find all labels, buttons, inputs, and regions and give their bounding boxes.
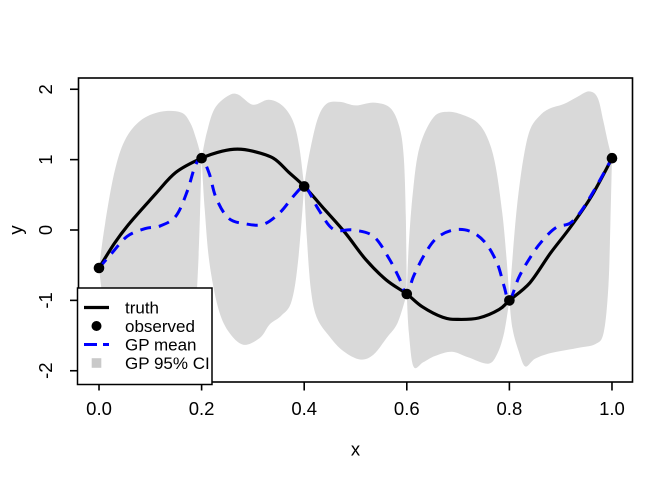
ci-band-blob xyxy=(406,111,510,369)
x-tick-label: 1.0 xyxy=(599,398,625,419)
y-tick-label: 1 xyxy=(35,154,56,164)
y-tick-label: -1 xyxy=(35,292,56,308)
observed-points xyxy=(93,152,618,306)
x-tick-label: 0.2 xyxy=(189,398,215,419)
legend-box xyxy=(76,287,213,386)
legend-item-label: GP mean xyxy=(125,336,197,355)
x-tick-label: 0.8 xyxy=(497,398,523,419)
observed-point xyxy=(504,295,515,306)
observed-point xyxy=(401,288,413,300)
legend-item-label: truth xyxy=(125,299,159,318)
observed-point xyxy=(298,181,310,192)
legend-item-label: observed xyxy=(125,317,195,336)
observed-point xyxy=(93,262,105,274)
y-tick-label: 2 xyxy=(35,84,56,94)
ci-band-blob xyxy=(201,93,305,345)
x-tick-label: 0.0 xyxy=(86,398,112,419)
axes: 0.0 0.2 0.4 0.6 0.8 1.0 -2 -1 0 1 2 x y xyxy=(5,77,634,460)
legend-item-label: GP 95% CI xyxy=(125,354,210,373)
observed-point xyxy=(606,152,618,164)
legend-square-sample xyxy=(91,358,102,368)
y-tick-label: 0 xyxy=(35,225,56,235)
legend-point-sample xyxy=(91,321,102,331)
y-axis-label: y xyxy=(5,225,26,235)
gp-mean-line xyxy=(97,156,614,302)
observed-point xyxy=(196,152,207,164)
y-tick-label: -2 xyxy=(35,362,56,378)
truth-line xyxy=(97,147,614,322)
ci-band-blob xyxy=(304,101,407,360)
ci-band-blob xyxy=(509,91,612,367)
x-tick-label: 0.6 xyxy=(394,398,420,419)
x-axis-label: x xyxy=(351,439,361,460)
x-tick-label: 0.4 xyxy=(291,398,317,419)
